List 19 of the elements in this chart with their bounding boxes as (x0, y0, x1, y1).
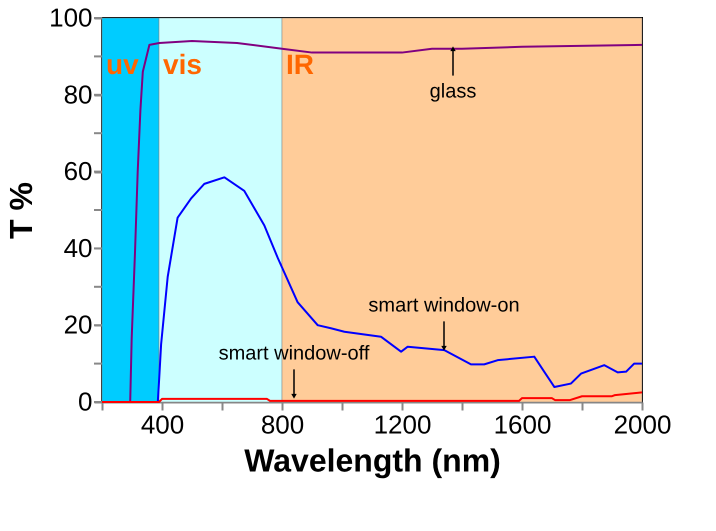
x-tick-label: 1200 (374, 410, 432, 440)
y-tick-label: 100 (49, 2, 92, 32)
x-tick-label: 1600 (494, 410, 552, 440)
annotation: glass (430, 80, 476, 102)
band-label: vis (163, 49, 202, 80)
y-tick-label: 0 (78, 386, 92, 416)
y-tick-label: 20 (64, 310, 92, 340)
x-tick-label: 400 (140, 410, 184, 440)
annotation: smart window-on (368, 294, 520, 317)
y-axis-title: T % (3, 182, 40, 239)
annotation: smart window-off (218, 342, 370, 365)
y-tick-label: 60 (64, 156, 92, 186)
band-label: uv (106, 49, 140, 80)
x-tick-label: 2000 (614, 410, 672, 440)
x-axis-title: Wavelength (nm) (244, 442, 501, 478)
band-label: IR (286, 49, 314, 80)
x-tick-label: 800 (260, 410, 304, 440)
y-tick-label: 80 (64, 79, 92, 110)
y-tick-label: 40 (64, 232, 92, 263)
